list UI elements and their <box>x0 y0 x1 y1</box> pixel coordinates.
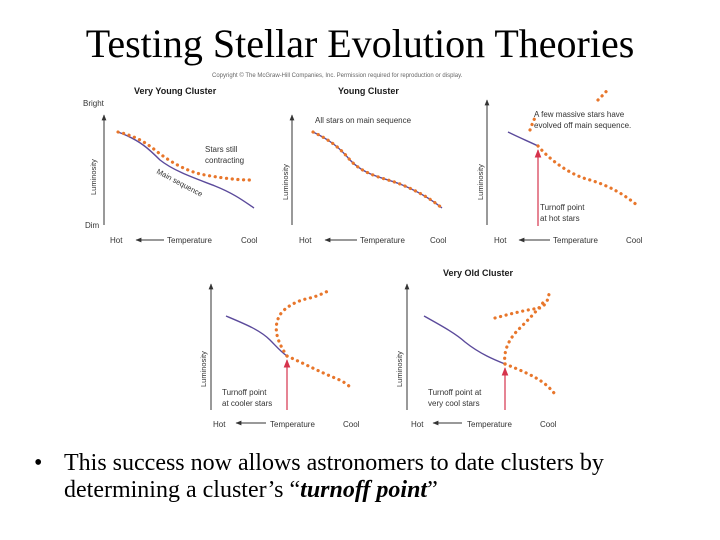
hot-label: Hot <box>110 236 123 245</box>
temperature-label: Temperature <box>167 236 212 245</box>
luminosity-axis-label: Luminosity <box>89 159 98 195</box>
cool-label: Cool <box>540 420 557 429</box>
temperature-label: Temperature <box>360 236 405 245</box>
main-sequence-stars-dots <box>536 144 640 208</box>
hot-label: Hot <box>494 236 507 245</box>
panel-older: Luminosity Hot Temperature Cool Turnoff … <box>199 283 360 429</box>
temperature-label: Temperature <box>270 420 315 429</box>
bullet-body: This success now allows astronomers to d… <box>64 450 694 504</box>
panel-very-old: Luminosity Hot Temperature Cool Turnoff … <box>395 283 557 429</box>
panel-title-young: Young Cluster <box>338 86 399 96</box>
main-sequence-stars-dots <box>285 354 354 392</box>
cool-label: Cool <box>241 236 258 245</box>
annotation-stars-still: Stars still <box>205 145 238 154</box>
giant-branch-dots <box>493 292 551 320</box>
main-sequence-line <box>507 131 539 147</box>
annotation-turnoff-point-at: Turnoff point at <box>428 388 482 397</box>
panel-young: Luminosity Hot Temperature Cool All star… <box>281 114 447 245</box>
main-sequence-line <box>225 315 288 357</box>
luminosity-axis-label: Luminosity <box>395 351 404 387</box>
panel-title-very-old: Very Old Cluster <box>443 268 514 278</box>
panel-title-very-young: Very Young Cluster <box>134 86 217 96</box>
annotation-massive-stars: A few massive stars have <box>534 110 625 119</box>
annotation-all-stars: All stars on main sequence <box>315 116 412 125</box>
evolved-stars-dots <box>274 288 332 358</box>
cool-label: Cool <box>343 420 360 429</box>
panel-very-young: Bright Dim Luminosity Hot Temperature Co… <box>83 99 258 245</box>
annotation-turnoff-point: Turnoff point <box>222 388 267 397</box>
annotation-evolved-off: evolved off main sequence. <box>534 121 631 130</box>
temperature-label: Temperature <box>467 420 512 429</box>
main-sequence-stars-dots <box>503 362 557 396</box>
bullet-text-after: ” <box>427 477 438 503</box>
luminosity-axis-label: Luminosity <box>281 164 290 200</box>
slide-title: Testing Stellar Evolution Theories <box>85 21 635 66</box>
giant-stars-dots <box>596 86 611 102</box>
hot-label: Hot <box>299 236 312 245</box>
dim-label: Dim <box>85 221 100 230</box>
contracting-stars-dots <box>116 130 252 182</box>
main-sequence-stars-dots <box>311 130 444 210</box>
luminosity-axis-label: Luminosity <box>199 351 208 387</box>
copyright-notice: Copyright © The McGraw-Hill Companies, I… <box>212 73 463 79</box>
evolved-stars-dots <box>503 298 547 366</box>
main-sequence-line <box>423 315 506 365</box>
cool-label: Cool <box>626 236 643 245</box>
bullet-marker: • <box>34 450 43 476</box>
temperature-label: Temperature <box>553 236 598 245</box>
bright-label: Bright <box>83 99 105 108</box>
hot-label: Hot <box>411 420 424 429</box>
hot-label: Hot <box>213 420 226 429</box>
annotation-very-cool-stars: very cool stars <box>428 399 480 408</box>
panel-old: Luminosity Hot Temperature Cool A few ma… <box>476 86 643 245</box>
bullet-point: • This success now allows astronomers to… <box>34 450 694 504</box>
annotation-at-cooler-stars: at cooler stars <box>222 399 272 408</box>
cool-label: Cool <box>430 236 447 245</box>
annotation-at-hot-stars: at hot stars <box>540 214 580 223</box>
main-sequence-line <box>117 131 255 209</box>
luminosity-axis-label: Luminosity <box>476 164 485 200</box>
evolved-stars-dots <box>528 116 537 132</box>
bullet-emphasis: turnoff point <box>300 477 428 503</box>
annotation-turnoff-point: Turnoff point <box>540 203 585 212</box>
annotation-contracting: contracting <box>205 156 244 165</box>
bullet-text-before: This success now allows astronomers to d… <box>64 450 604 503</box>
